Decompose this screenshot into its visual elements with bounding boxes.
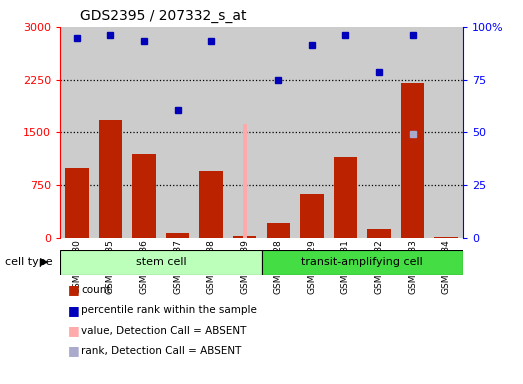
Bar [94, 27, 127, 238]
Bar [228, 27, 262, 238]
Bar [60, 27, 94, 238]
Bar [295, 27, 328, 238]
Text: ■: ■ [68, 283, 79, 296]
Bar [334, 157, 357, 238]
Bar [243, 124, 247, 238]
Bar [99, 120, 122, 238]
Bar [429, 27, 463, 238]
Bar [362, 27, 396, 238]
Text: stem cell: stem cell [135, 257, 186, 267]
Text: rank, Detection Call = ABSENT: rank, Detection Call = ABSENT [81, 346, 242, 356]
Bar [166, 233, 189, 238]
Bar [195, 27, 228, 238]
Bar [267, 223, 290, 238]
Text: ■: ■ [68, 344, 79, 358]
Text: GDS2395 / 207332_s_at: GDS2395 / 207332_s_at [81, 9, 247, 23]
Bar [328, 27, 362, 238]
Text: ▶: ▶ [40, 257, 48, 267]
Bar [161, 27, 195, 238]
Bar [396, 27, 429, 238]
Bar [60, 250, 262, 275]
Text: count: count [81, 285, 110, 295]
Bar [401, 83, 424, 238]
Bar [262, 27, 295, 238]
Text: ■: ■ [68, 324, 79, 337]
Bar [434, 237, 458, 238]
Bar [262, 250, 463, 275]
Text: percentile rank within the sample: percentile rank within the sample [81, 305, 257, 315]
Text: value, Detection Call = ABSENT: value, Detection Call = ABSENT [81, 326, 246, 336]
Text: cell type: cell type [5, 257, 53, 267]
Text: ■: ■ [68, 304, 79, 317]
Bar [65, 168, 89, 238]
Text: transit-amplifying cell: transit-amplifying cell [301, 257, 423, 267]
Bar [127, 27, 161, 238]
Bar [233, 236, 256, 238]
Bar [132, 154, 156, 238]
Bar [199, 171, 223, 238]
Bar [300, 194, 324, 238]
Bar [367, 229, 391, 238]
